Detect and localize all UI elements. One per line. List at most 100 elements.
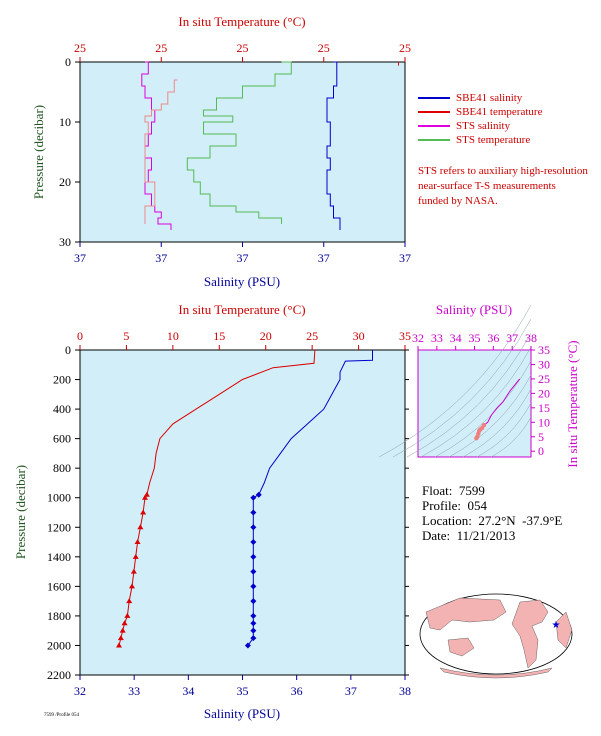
main-y-tick-label: 1000 xyxy=(47,491,71,505)
ts-top-tick-label: 32 xyxy=(412,331,424,345)
density-contour xyxy=(378,304,532,458)
upper-bottom-axis-title: Salinity (PSU) xyxy=(204,274,280,289)
legend-swatch xyxy=(418,111,450,114)
ts-density-contours xyxy=(378,304,532,458)
salinity-point xyxy=(250,568,257,575)
legend-swatch xyxy=(418,139,450,142)
main-bottom-tick-label: 37 xyxy=(345,684,357,698)
upper-bottom-tick-label: 37 xyxy=(237,251,249,265)
world-map: ★ xyxy=(419,593,573,679)
main-top-tick-label: 20 xyxy=(260,329,272,343)
temperature-point xyxy=(142,494,148,500)
main-top-tick-label: 10 xyxy=(167,329,179,343)
upper-bottom-tick-label: 37 xyxy=(318,251,330,265)
main-bottom-tick-label: 32 xyxy=(74,684,86,698)
ts-right-tick-label: 15 xyxy=(538,401,550,415)
salinity-point xyxy=(250,524,257,531)
salinity-point xyxy=(250,494,257,501)
main-bottom-ticks: 32 33 34 35 36 37 38 xyxy=(74,675,411,698)
ts-right-tick-label: 30 xyxy=(538,357,550,371)
upper-top-tick-label: 25 xyxy=(318,41,330,55)
ts-top-tick-label: 38 xyxy=(525,331,537,345)
legend-label: STS temperature xyxy=(456,134,531,146)
legend-sts-temperature: STS temperature xyxy=(418,133,530,147)
upper-y-tick-label: 10 xyxy=(59,115,71,129)
salinity-point xyxy=(250,553,257,560)
legend-sbe41-temperature: SBE41 temperature xyxy=(418,105,542,119)
map-land-americas xyxy=(511,599,549,669)
upper-bottom-tick-label: 37 xyxy=(155,251,167,265)
ts-inset: Salinity (PSU) In situ Temperature (°C) … xyxy=(378,302,580,468)
sts-note: STS refers to auxiliary high-resolution … xyxy=(418,165,588,207)
ts-right-tick-label: 35 xyxy=(538,343,550,357)
density-contour xyxy=(406,332,532,458)
density-contour xyxy=(420,346,532,458)
ts-top-ticks: 32 33 34 35 36 37 38 xyxy=(412,331,537,350)
main-y-tick-label: 1800 xyxy=(47,609,71,623)
main-bottom-tick-label: 35 xyxy=(237,684,249,698)
ts-right-tick-label: 10 xyxy=(538,415,550,429)
ts-right-tick-label: 25 xyxy=(538,372,550,386)
main-y-tick-label: 0 xyxy=(65,343,71,357)
legend-label: SBE41 salinity xyxy=(456,92,523,104)
main-top-tick-label: 30 xyxy=(353,329,365,343)
upper-y-tick-label: 0 xyxy=(65,55,71,69)
upper-panel: In situ Temperature (°C) Salinity (PSU) … xyxy=(31,14,411,289)
main-left-axis-title: Pressure (decibar) xyxy=(13,465,28,559)
upper-series-line-4 xyxy=(144,79,178,224)
salinity-point xyxy=(244,642,251,649)
ts-top-tick-label: 33 xyxy=(431,331,443,345)
profile-date: Date: 11/21/2013 xyxy=(422,528,516,543)
upper-top-tick-label: 25 xyxy=(74,41,86,55)
footer-caption: 7599 /Profile 054 xyxy=(44,713,79,718)
legend-sts-salinity: STS salinity xyxy=(418,119,510,133)
temperature-point xyxy=(124,612,131,618)
ts-top-tick-label: 34 xyxy=(450,331,462,345)
upper-series-line-3 xyxy=(186,61,292,224)
float-id: Float: 7599 xyxy=(422,483,485,498)
ts-top-tick-label: 36 xyxy=(487,331,499,345)
density-contour xyxy=(392,318,532,458)
temperature-point xyxy=(116,642,122,648)
main-y-tick-label: 1600 xyxy=(47,579,71,593)
main-y-tick-label: 400 xyxy=(53,402,71,416)
upper-top-tick-label: 25 xyxy=(237,41,249,55)
main-y-tick-label: 1400 xyxy=(47,550,71,564)
upper-bottom-ticks: 37 37 37 37 37 xyxy=(74,242,411,265)
salinity-point xyxy=(250,583,257,590)
legend-sbe41-salinity: SBE41 salinity xyxy=(418,91,522,105)
temperature-point xyxy=(129,583,135,589)
ts-right-tick-label: 0 xyxy=(538,444,544,458)
temperature-point xyxy=(121,620,128,626)
float-location: Location: 27.2°N -37.9°E xyxy=(422,513,563,528)
temperature-point xyxy=(119,627,126,633)
main-y-tick-label: 600 xyxy=(53,432,71,446)
temperature-point xyxy=(137,524,144,530)
main-bottom-axis-title: Salinity (PSU) xyxy=(204,706,280,721)
main-plot-area xyxy=(79,349,406,676)
upper-y-tick-label: 30 xyxy=(59,235,71,249)
ts-top-tick-label: 35 xyxy=(469,331,481,345)
main-bottom-tick-label: 36 xyxy=(291,684,303,698)
salinity-point xyxy=(250,598,257,605)
main-series xyxy=(116,349,373,649)
main-bottom-tick-label: 33 xyxy=(128,684,140,698)
salinity-point xyxy=(250,539,257,546)
main-y-tick-label: 2000 xyxy=(47,638,71,652)
upper-left-axis-title: Pressure (decibar) xyxy=(31,105,46,199)
legend-swatch xyxy=(418,97,450,100)
map-land-eurasia xyxy=(425,597,507,631)
salinity-point xyxy=(255,491,262,498)
main-top-tick-label: 35 xyxy=(399,329,411,343)
density-contour xyxy=(490,416,532,458)
upper-top-tick-label: 25 xyxy=(155,41,167,55)
salinity-point xyxy=(250,635,257,642)
upper-top-ticks: 25 25 25 25 25 xyxy=(74,41,411,62)
main-y-ticks: 0 200 400 600 800 1000 1200 1400 1600 1800 2000 220… xyxy=(47,343,409,682)
ts-right-tick-label: 20 xyxy=(538,386,550,400)
salinity-point xyxy=(250,612,257,619)
main-top-tick-label: 0 xyxy=(77,329,83,343)
upper-bottom-tick-label: 37 xyxy=(399,251,411,265)
density-contour xyxy=(462,388,532,458)
